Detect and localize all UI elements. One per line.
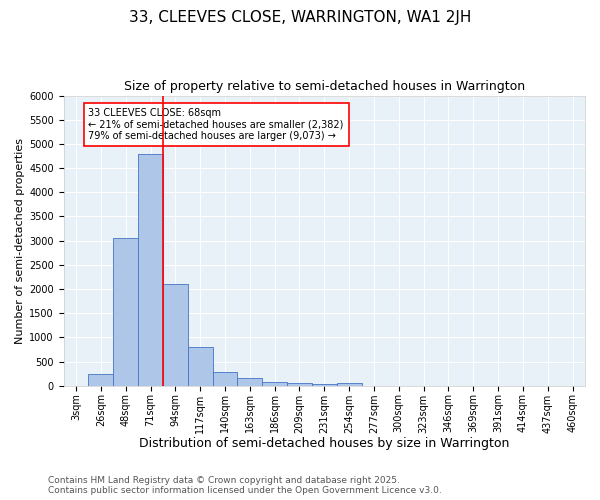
Bar [113,238,138,386]
Bar [88,374,113,386]
Bar [212,372,238,386]
Bar [337,384,362,386]
Text: 33, CLEEVES CLOSE, WARRINGTON, WA1 2JH: 33, CLEEVES CLOSE, WARRINGTON, WA1 2JH [129,10,471,25]
Bar [238,378,262,386]
Bar [262,382,287,386]
Title: Size of property relative to semi-detached houses in Warrington: Size of property relative to semi-detach… [124,80,525,93]
Bar [138,154,163,386]
Y-axis label: Number of semi-detached properties: Number of semi-detached properties [15,138,25,344]
Bar [312,384,337,386]
Bar [287,384,312,386]
Text: Contains HM Land Registry data © Crown copyright and database right 2025.
Contai: Contains HM Land Registry data © Crown c… [48,476,442,495]
Text: 33 CLEEVES CLOSE: 68sqm
← 21% of semi-detached houses are smaller (2,382)
79% of: 33 CLEEVES CLOSE: 68sqm ← 21% of semi-de… [88,108,344,141]
Bar [163,284,188,386]
Bar [188,347,212,386]
X-axis label: Distribution of semi-detached houses by size in Warrington: Distribution of semi-detached houses by … [139,437,509,450]
